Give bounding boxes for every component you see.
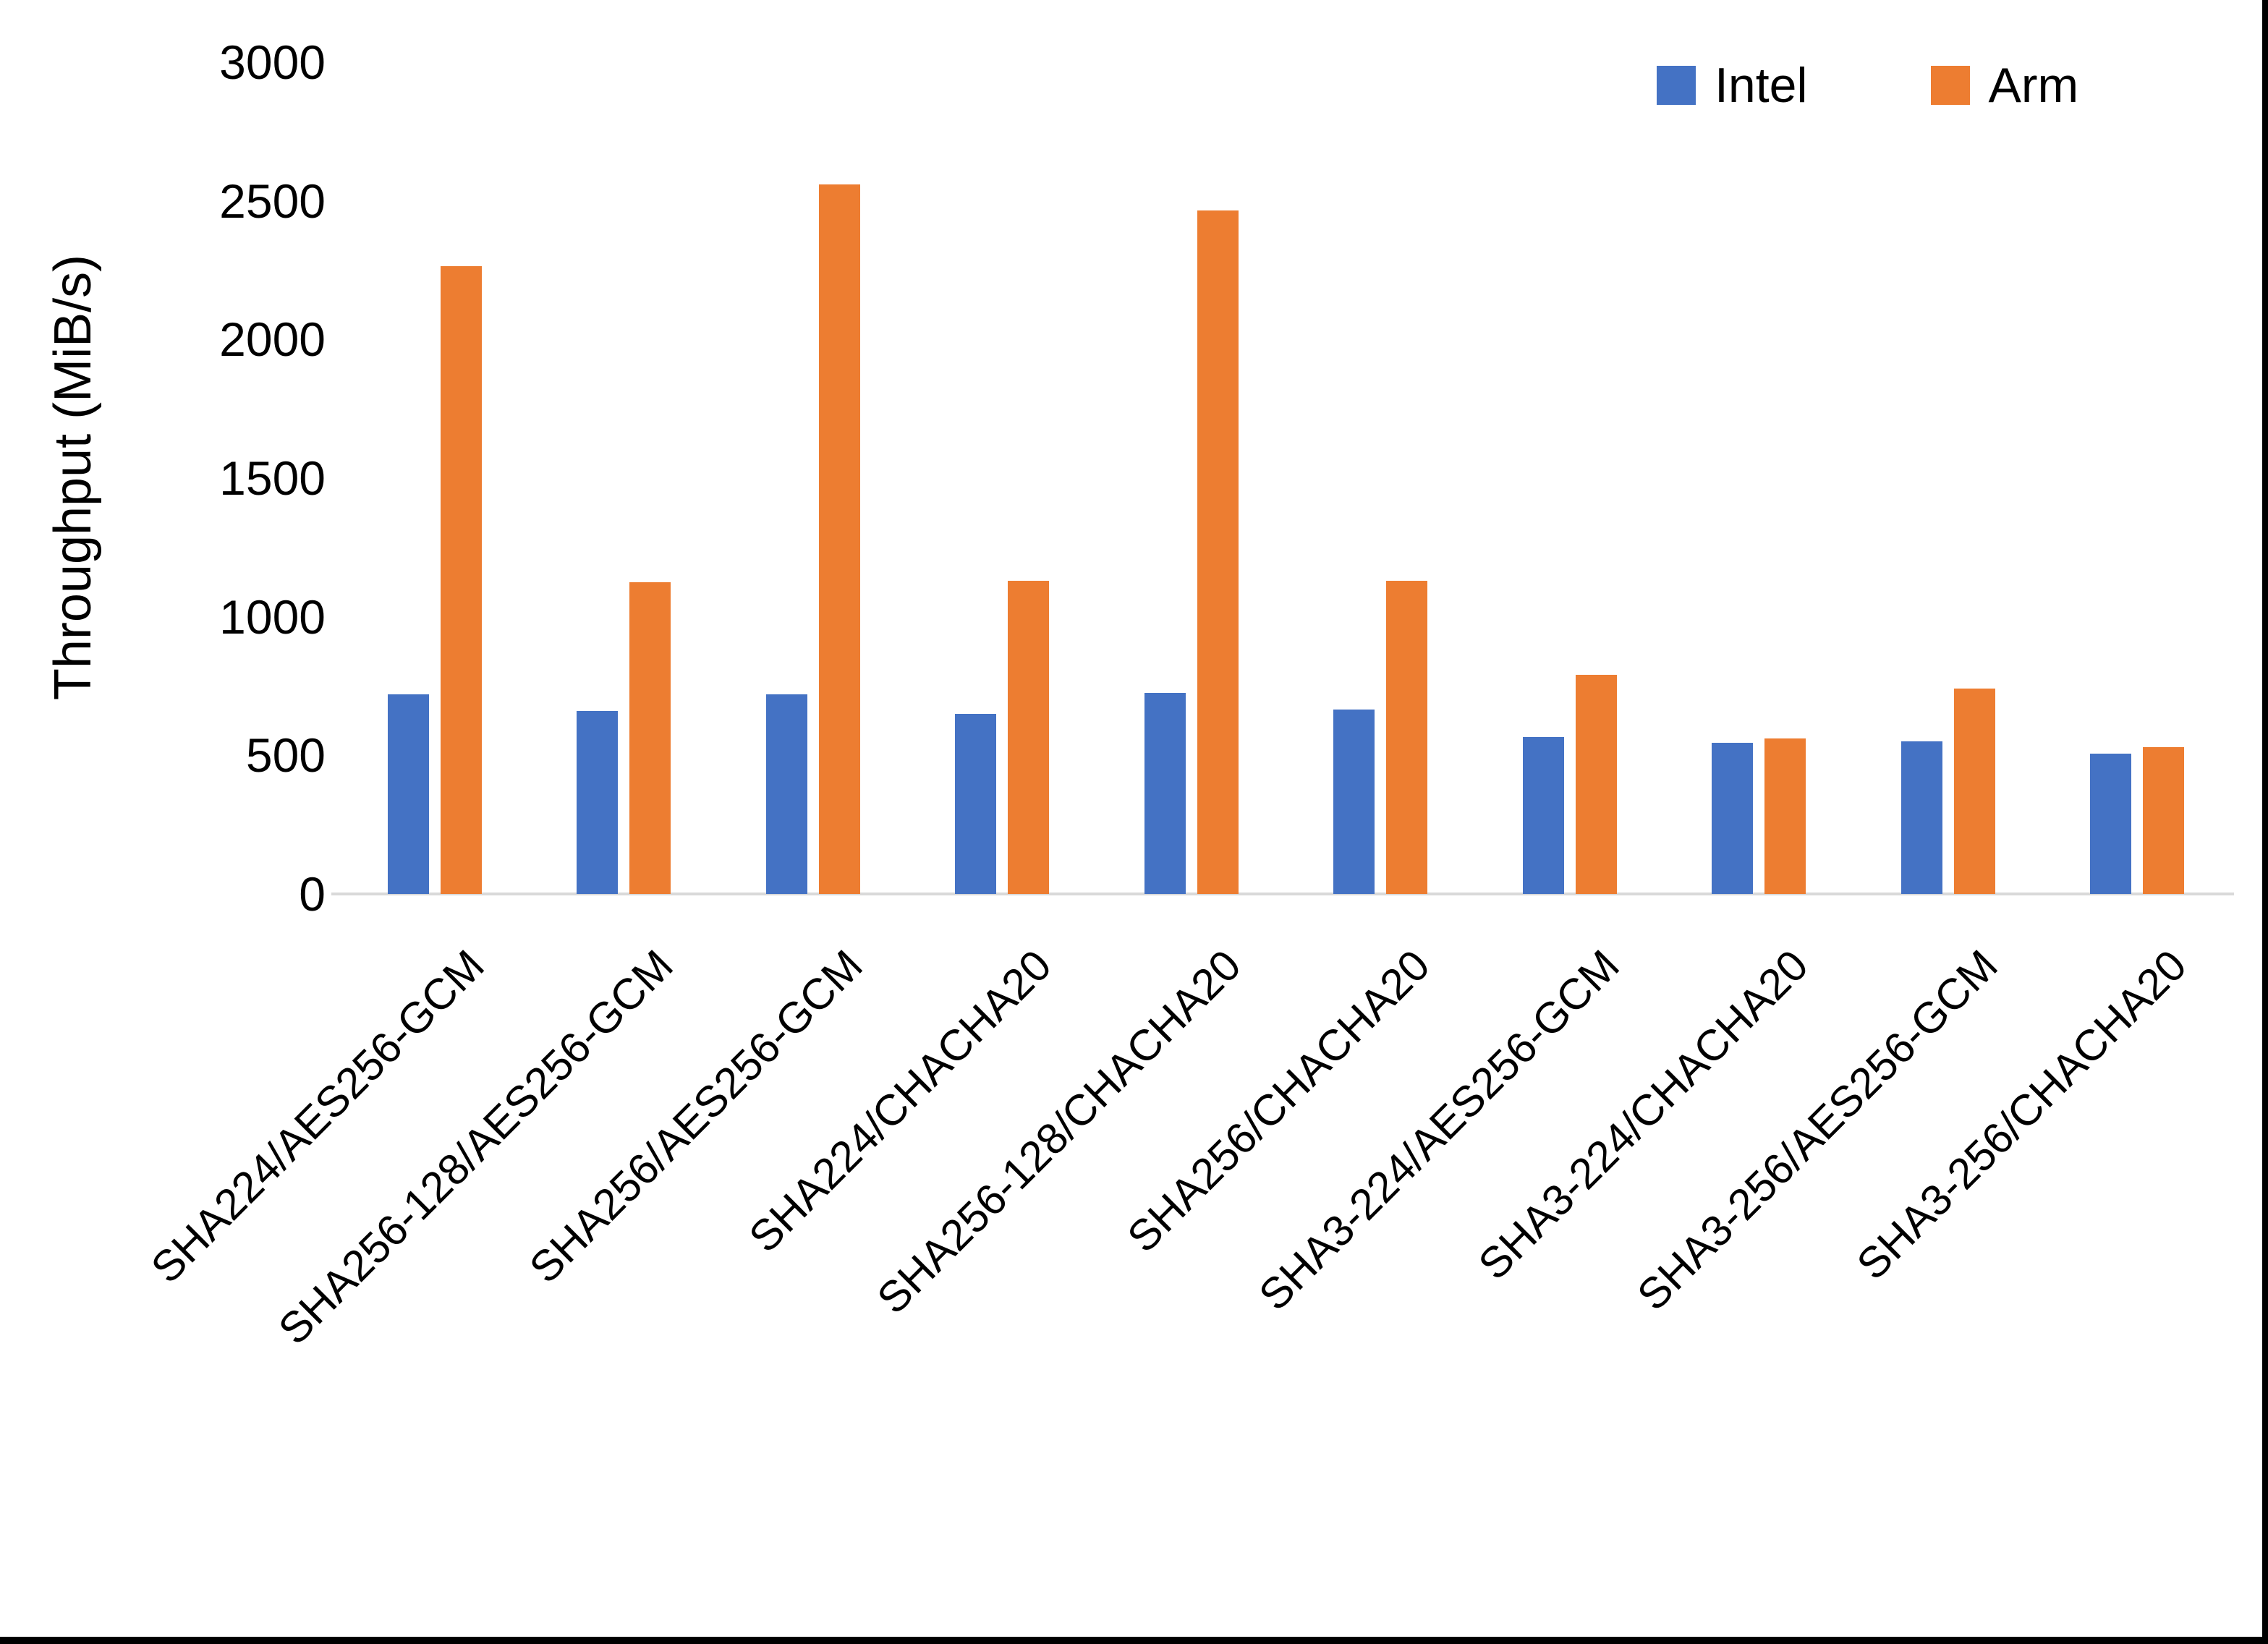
y-tick-label-3000: 3000 (219, 35, 326, 89)
legend-label-intel: Intel (1715, 58, 1808, 113)
bar-intel-4 (1144, 693, 1186, 894)
bar-intel-1 (577, 711, 619, 894)
bar-arm-6 (1575, 675, 1617, 894)
bar-intel-7 (1712, 743, 1754, 894)
legend: Intel Arm (1657, 61, 2078, 110)
x-axis-line (331, 893, 2234, 895)
bar-intel-0 (387, 694, 429, 894)
bar-arm-4 (1197, 210, 1239, 894)
y-axis-title: Throughput (MiB/s) (44, 254, 102, 701)
y-tick-label-500: 500 (245, 728, 326, 783)
bar-arm-8 (1953, 689, 1995, 894)
legend-item-arm: Arm (1930, 58, 2079, 113)
y-tick-label-1500: 1500 (219, 451, 326, 505)
bar-arm-5 (1386, 581, 1428, 894)
bar-arm-9 (2143, 747, 2185, 894)
bar-intel-2 (765, 694, 807, 894)
legend-swatch-intel (1657, 66, 1696, 105)
bar-intel-3 (955, 714, 997, 894)
bar-arm-7 (1764, 738, 1806, 894)
bar-intel-6 (1522, 737, 1564, 894)
y-tick-label-2500: 2500 (219, 174, 326, 228)
bar-intel-8 (1900, 741, 1942, 894)
bar-intel-9 (2090, 754, 2132, 894)
right-border-band (2262, 0, 2268, 1644)
bar-arm-0 (440, 266, 482, 894)
y-tick-label-2000: 2000 (219, 312, 326, 367)
y-tick-label-1000: 1000 (219, 589, 326, 644)
bottom-border-band (0, 1637, 2268, 1644)
legend-swatch-arm (1930, 66, 1970, 105)
bar-intel-5 (1333, 710, 1375, 894)
bar-arm-3 (1008, 581, 1050, 894)
bar-arm-2 (818, 184, 860, 894)
bar-arm-1 (629, 582, 671, 894)
legend-label-arm: Arm (1988, 58, 2079, 113)
y-tick-label-0: 0 (299, 867, 326, 921)
legend-item-intel: Intel (1657, 61, 1808, 110)
